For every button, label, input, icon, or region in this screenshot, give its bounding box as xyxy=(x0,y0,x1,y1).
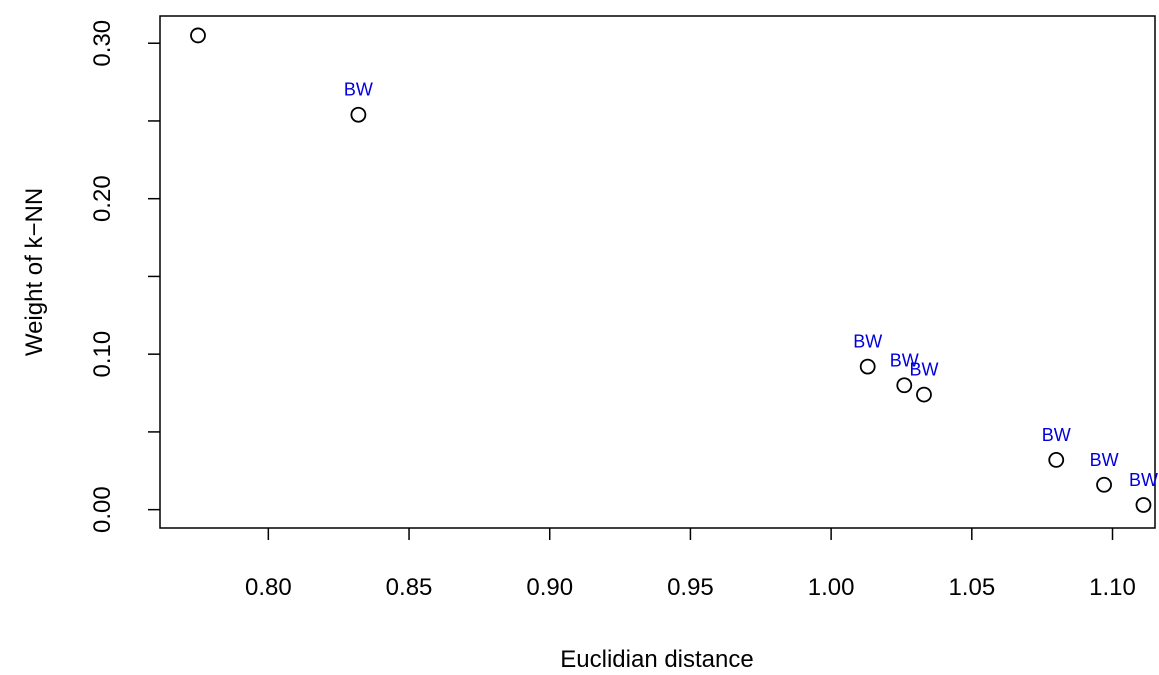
x-tick-label: 0.80 xyxy=(245,574,292,601)
y-tick-label: 0.00 xyxy=(89,486,116,533)
x-tick-label: 1.00 xyxy=(808,574,855,601)
y-tick-label: 0.10 xyxy=(89,331,116,378)
point-label: BW xyxy=(909,360,938,380)
data-point xyxy=(859,358,876,375)
data-point xyxy=(1096,476,1112,493)
x-tick-label: 0.95 xyxy=(667,574,714,601)
y-tick-label: 0.20 xyxy=(89,175,116,222)
y-tick-label: 0.30 xyxy=(89,20,116,67)
x-axis: 0.80 0.85 0.90 0.95 1.00 1.05 1.10 xyxy=(245,528,1136,601)
y-axis: 0.00 0.10 0.20 0.30 xyxy=(89,20,160,533)
point-label: BW xyxy=(344,80,373,100)
x-tick-label: 1.05 xyxy=(948,574,995,601)
data-point xyxy=(1048,451,1065,468)
x-tick-label: 1.10 xyxy=(1089,574,1136,601)
x-axis-title: Euclidian distance xyxy=(560,646,753,673)
data-point xyxy=(916,386,932,403)
x-tick-label: 0.90 xyxy=(526,574,573,601)
data-point xyxy=(350,106,367,123)
point-label: BW xyxy=(1090,450,1119,470)
data-point xyxy=(896,377,913,394)
point-label: BW xyxy=(1042,425,1071,445)
y-axis-title: Weight of k−NN xyxy=(21,188,48,356)
data-point xyxy=(190,27,206,44)
point-label: BW xyxy=(1129,470,1158,490)
plot-frame xyxy=(159,15,1156,529)
x-tick-label: 0.85 xyxy=(386,574,433,601)
point-label: BW xyxy=(853,332,882,352)
data-point xyxy=(1135,497,1152,513)
point-label: BW xyxy=(890,350,919,370)
